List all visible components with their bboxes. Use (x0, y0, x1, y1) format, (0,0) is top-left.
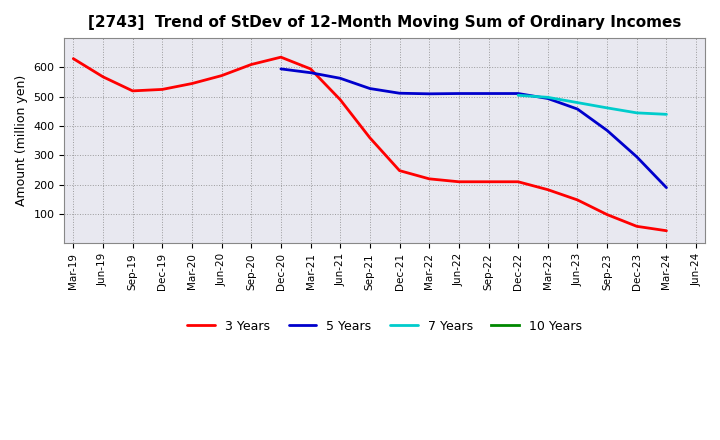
5 Years (573, 106, 582, 112)
5 Years (276, 66, 285, 72)
7 Years (662, 112, 671, 117)
3 Years (306, 66, 315, 72)
3 Years (514, 179, 523, 184)
5 Years (336, 76, 345, 81)
5 Years (425, 91, 433, 96)
3 Years (395, 168, 404, 173)
3 Years (484, 179, 492, 184)
5 Years (454, 91, 463, 96)
3 Years (573, 197, 582, 202)
3 Years (336, 97, 345, 103)
5 Years (544, 96, 552, 101)
7 Years (544, 95, 552, 100)
Y-axis label: Amount (million yen): Amount (million yen) (15, 75, 28, 206)
Line: 7 Years: 7 Years (518, 95, 667, 114)
5 Years (514, 91, 523, 96)
3 Years (69, 56, 78, 61)
Line: 5 Years: 5 Years (281, 69, 667, 187)
5 Years (662, 185, 671, 190)
3 Years (247, 62, 256, 67)
3 Years (544, 187, 552, 192)
3 Years (158, 87, 166, 92)
3 Years (632, 224, 641, 229)
5 Years (603, 128, 611, 133)
3 Years (454, 179, 463, 184)
3 Years (425, 176, 433, 181)
5 Years (632, 154, 641, 159)
3 Years (128, 88, 137, 94)
5 Years (395, 91, 404, 96)
Legend: 3 Years, 5 Years, 7 Years, 10 Years: 3 Years, 5 Years, 7 Years, 10 Years (182, 315, 587, 338)
5 Years (366, 86, 374, 91)
7 Years (514, 93, 523, 98)
Title: [2743]  Trend of StDev of 12-Month Moving Sum of Ordinary Incomes: [2743] Trend of StDev of 12-Month Moving… (88, 15, 681, 30)
3 Years (217, 73, 226, 78)
3 Years (366, 135, 374, 140)
3 Years (99, 74, 107, 80)
7 Years (573, 100, 582, 105)
7 Years (632, 110, 641, 116)
7 Years (603, 105, 611, 110)
3 Years (603, 212, 611, 217)
3 Years (662, 228, 671, 233)
5 Years (306, 70, 315, 75)
3 Years (188, 81, 197, 86)
5 Years (484, 91, 492, 96)
3 Years (276, 55, 285, 60)
Line: 3 Years: 3 Years (73, 57, 667, 231)
